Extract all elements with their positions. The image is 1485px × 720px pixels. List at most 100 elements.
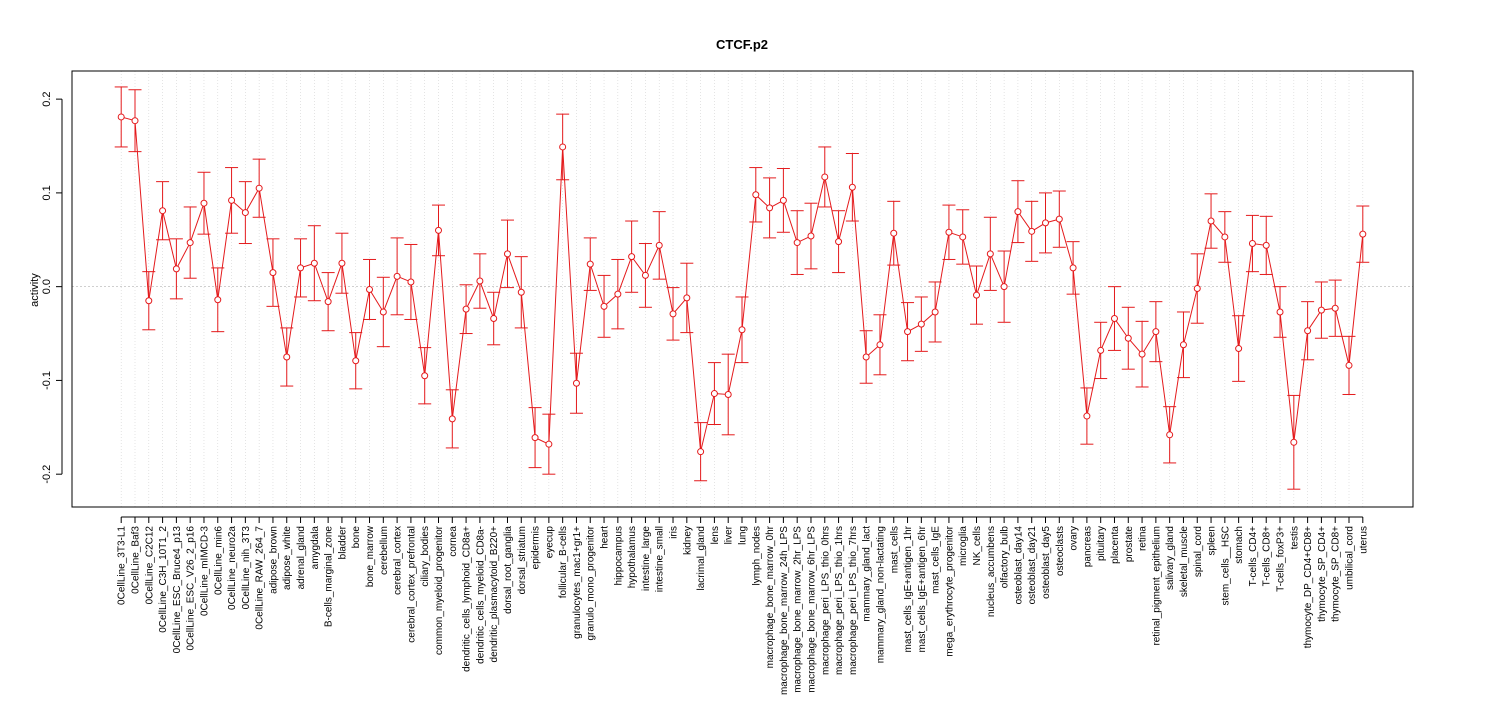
data-point [1345,361,1353,369]
data-point [931,308,939,316]
x-tick-label: 0CellLine_RAW_264_7 [255,526,266,630]
data-point [738,326,746,334]
data-point [145,297,153,305]
data-point [393,272,401,280]
data-point [876,341,884,349]
y-tick-label: -0.1 [41,371,53,390]
x-tick-label: nucleus_accumbens [986,526,997,617]
data-point [241,209,249,217]
x-tick-label: eyecup [544,526,555,559]
x-tick-label: mammary_gland_lact [862,526,873,622]
data-point [559,143,567,151]
data-point [200,199,208,207]
y-tick-label: 0.1 [41,185,53,200]
data-point [917,320,925,328]
data-point [517,288,525,296]
data-point [1193,285,1201,293]
data-point [1248,240,1256,248]
data-point [1262,241,1270,249]
data-point [1124,334,1132,342]
x-tick-label: osteoblast_day14 [1013,526,1024,605]
data-point [338,259,346,267]
data-point [1055,215,1063,223]
x-tick-label: spleen [1207,526,1218,555]
x-tick-label: testis [1289,526,1300,549]
data-point [655,241,663,249]
data-point [297,264,305,272]
x-tick-label: T-cells_CD4+ [1248,526,1259,586]
data-point [973,291,981,299]
data-point [379,308,387,316]
data-point [172,265,180,273]
x-tick-label: macrophage_peri_LPS_thio_1hrs [834,526,845,675]
x-tick-label: 0CellLine_neuro2a [227,526,238,610]
data-point [545,440,553,448]
data-point [641,271,649,279]
data-point [628,253,636,261]
x-tick-label: stomach [1234,526,1245,564]
data-point [462,305,470,313]
x-tick-label: hypothalamus [627,526,638,588]
data-point [1014,208,1022,216]
x-tick-label: macrophage_peri_LPS_thio_7hrs [848,526,859,675]
data-point [807,232,815,240]
data-point [710,390,718,398]
x-tick-label: macrophage_peri_LPS_thio_0hrs [820,526,831,675]
x-tick-label: spinal_cord [1193,526,1204,577]
plot-frame [71,70,1414,508]
x-tick-label: dendritic_cells_myeloid_CD8a- [475,526,486,664]
x-tick-label: 0CellLine_Baf3 [130,526,141,594]
chart-title: CTCF.p2 [716,37,768,52]
data-point [283,353,291,361]
x-tick-label: kidney [682,526,693,555]
data-point [586,260,594,268]
x-tick-label: lymph_nodes [751,526,762,585]
data-point [1028,227,1036,235]
data-point [1304,327,1312,335]
data-point [117,113,125,121]
x-tick-label: bone_marrow [365,525,376,587]
x-tick-label: lacrimal_gland [696,526,707,590]
x-tick-label: ciliary_bodies [420,526,431,587]
data-point [1042,219,1050,227]
x-tick-label: dorsal_root_ganglia [503,526,514,614]
x-tick-label: cerebral_cortex [393,526,404,595]
x-tick-label: T-cells_CD8+ [1262,526,1273,586]
data-point [1166,431,1174,439]
data-point [752,191,760,199]
x-tick-label: adipose_white [282,526,293,590]
data-point [407,278,415,286]
data-point [600,302,608,310]
x-tick-label: macrophage_bone_marrow_0hr [765,525,776,668]
x-tick-label: microglia [958,526,969,566]
x-tick-label: intestine_large [641,526,652,591]
data-point [476,277,484,285]
y-axis: -0.2 -0.1 0.0 0.1 0.2 [41,91,63,484]
x-tick-label: salivary_gland [1165,526,1176,590]
x-tick-label: skeletal_muscle [1179,526,1190,598]
x-tick-label: 0CellLine_ESC_V26_2_p16 [186,526,197,651]
x-tick-label: 0CellLine_min6 [213,526,224,595]
data-point [1110,315,1118,323]
y-axis-label: activity [29,273,41,307]
data-point [821,173,829,181]
data-point [1290,438,1298,446]
x-tick-label: B-cells_marginal_zone [324,526,335,628]
data-point [1221,233,1229,241]
data-point [228,196,236,204]
x-tick-label: dendritic_plasmacytoid_B220+ [489,526,500,663]
data-point [1317,306,1325,314]
x-tick-label: placenta [1110,526,1121,564]
x-tick-label: adrenal_gland [296,526,307,589]
x-axis: 0CellLine_3T3-L1 0CellLine_Baf3 0CellLine_… [117,516,1369,695]
data-point [572,379,580,387]
data-point [448,415,456,423]
x-tick-label: 0CellLine_C3H_10T1_2 [158,526,169,633]
x-tick-label: 0CellLine_nih_3T3 [241,526,252,610]
x-tick-label: macrophage_bone_marrow_6hr_LPS [806,526,817,693]
data-point [269,269,277,277]
x-tick-label: mega_erythrocyte_progenitor [944,525,955,656]
data-point [159,207,167,215]
data-point [503,250,511,258]
x-tick-label: olfactory_bulb [1000,526,1011,589]
